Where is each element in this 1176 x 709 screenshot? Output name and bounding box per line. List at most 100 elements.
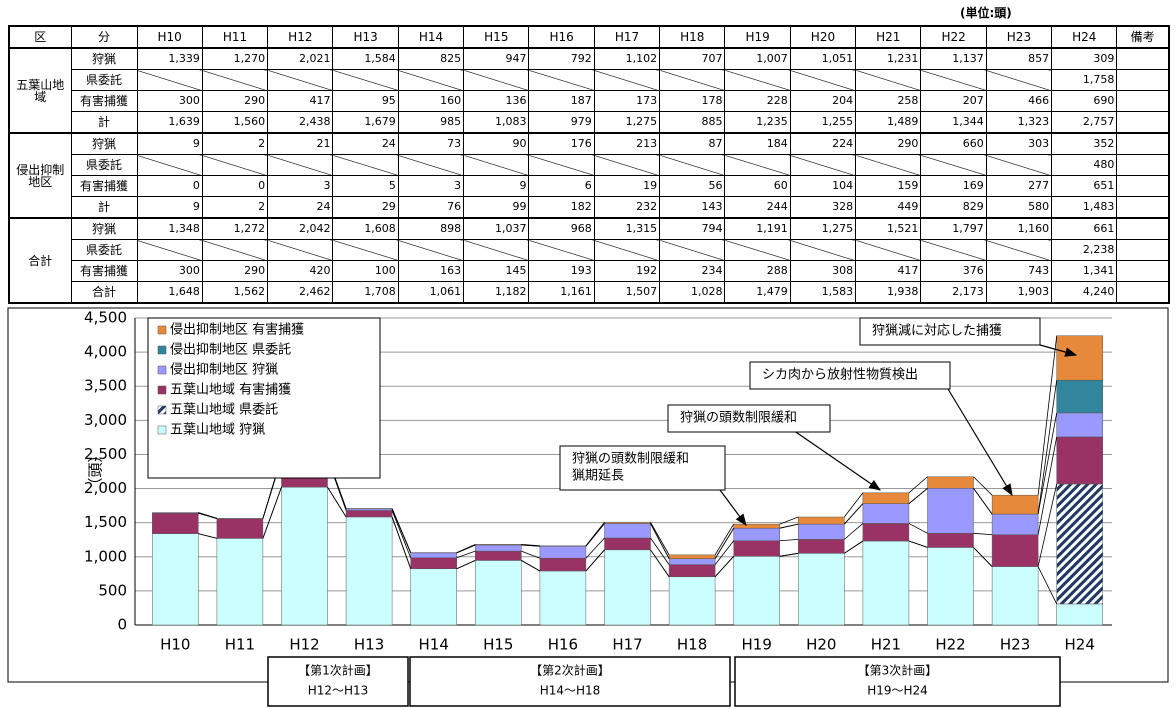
annotation-text: 狩猟減に対応した捕獲 <box>872 323 1002 339</box>
value-cell: 159 <box>855 175 922 197</box>
value-cell: 480 <box>1051 154 1118 176</box>
bar-segment <box>539 545 587 559</box>
slash-cell <box>724 239 791 261</box>
value-cell: 1,161 <box>528 281 595 304</box>
header-cell: 区 <box>8 25 72 49</box>
series-line <box>650 521 670 556</box>
plan-box <box>734 656 1061 707</box>
legend-swatch <box>157 345 167 355</box>
value-cell: 160 <box>397 90 465 112</box>
bar-segment <box>604 549 651 626</box>
value-cell: 288 <box>724 260 791 282</box>
bar-segment <box>1056 379 1103 414</box>
value-cell: 376 <box>920 260 987 282</box>
value-cell: 19 <box>593 175 661 197</box>
plan-box <box>267 656 409 707</box>
bar-segment <box>539 570 587 626</box>
bar-segment <box>668 554 716 559</box>
value-cell: 6 <box>528 175 595 197</box>
value-cell: 1,708 <box>332 281 399 304</box>
plan-title: 【第3次計画】 <box>858 663 938 678</box>
value-cell: 300 <box>136 90 203 112</box>
legend-swatch <box>157 425 167 435</box>
series-line <box>198 533 217 539</box>
value-cell: 1,507 <box>593 281 661 304</box>
slash-cell <box>724 154 791 176</box>
series-line <box>714 527 735 559</box>
value-cell: 309 <box>1051 47 1118 70</box>
x-tick-label: H10 <box>160 636 190 654</box>
annotation-text: 狩猟の頭数制限緩和 <box>680 411 797 426</box>
series-line <box>779 523 799 529</box>
y-tick-label: 500 <box>98 581 127 599</box>
bar-segment <box>733 527 780 541</box>
series-line <box>327 486 347 518</box>
value-cell: 9 <box>463 175 530 197</box>
series-line <box>1037 436 1058 535</box>
x-tick-label: H11 <box>225 636 255 654</box>
bar-segment <box>1056 335 1103 381</box>
slash-cell <box>397 69 465 91</box>
value-cell: 60 <box>724 175 791 197</box>
y-tick-label: 1,000 <box>84 547 127 565</box>
series-line <box>391 508 412 553</box>
annotation-arrow <box>1039 344 1078 357</box>
bar-segment <box>604 537 651 551</box>
slash-cell <box>267 239 334 261</box>
value-cell: 947 <box>463 47 530 70</box>
bar-segment <box>798 539 845 554</box>
value-cell: 1,028 <box>659 281 726 304</box>
annotation-arrow <box>789 427 881 491</box>
plan-range: H19～H24 <box>867 684 928 698</box>
series-line <box>844 523 864 540</box>
row-label: 有害捕獲 <box>70 260 138 282</box>
series-line <box>973 532 993 536</box>
x-tick-label: H17 <box>612 636 642 654</box>
series-line <box>650 523 670 559</box>
header-cell: H10 <box>136 25 203 49</box>
series-line <box>973 476 993 496</box>
bar-segment <box>798 523 845 540</box>
note-cell <box>1116 281 1170 304</box>
x-tick-label: H18 <box>677 636 707 654</box>
slash-cell <box>332 69 399 91</box>
group-cell: 侵出抑制地区 <box>8 132 72 219</box>
slash-cell <box>659 239 726 261</box>
slash-cell <box>855 154 922 176</box>
annotation-arrow <box>944 383 1013 497</box>
value-cell: 1,341 <box>1051 260 1118 282</box>
series-line <box>521 543 540 547</box>
slash-cell <box>855 239 922 261</box>
table-row: 県委託 480 <box>9 154 1170 176</box>
bar-segment <box>862 503 910 524</box>
bar-segment <box>152 512 199 514</box>
header-cell: H24 <box>1051 25 1118 49</box>
x-tick-label: H12 <box>289 636 319 654</box>
value-cell: 417 <box>267 90 334 112</box>
bar-segment <box>410 552 457 559</box>
annotation-box <box>859 317 1041 346</box>
header-cell: H22 <box>920 25 987 49</box>
y-tick-label: 3,500 <box>84 377 127 395</box>
bar-segment <box>862 523 910 542</box>
bar-segment <box>1056 436 1103 485</box>
series-line <box>650 537 670 565</box>
series-line <box>1037 335 1058 496</box>
legend-swatch <box>157 325 167 335</box>
y-tick-label: 3,000 <box>84 411 127 429</box>
bar-segment <box>475 544 522 552</box>
annotation-text: シカ肉から放射性物質検出 <box>762 367 918 383</box>
bar-segment <box>475 544 522 546</box>
value-cell: 173 <box>593 90 661 112</box>
series-line <box>391 516 412 569</box>
plan-range: H12～H13 <box>308 684 369 698</box>
bar-segment <box>668 558 716 565</box>
x-tick-label: H16 <box>548 636 578 654</box>
value-cell: 1,182 <box>463 281 530 304</box>
value-cell: 1,479 <box>724 281 791 304</box>
bar-segment <box>604 521 651 524</box>
row-label: 有害捕獲 <box>70 90 138 112</box>
x-tick-label: H19 <box>742 636 772 654</box>
series-line <box>908 487 928 504</box>
